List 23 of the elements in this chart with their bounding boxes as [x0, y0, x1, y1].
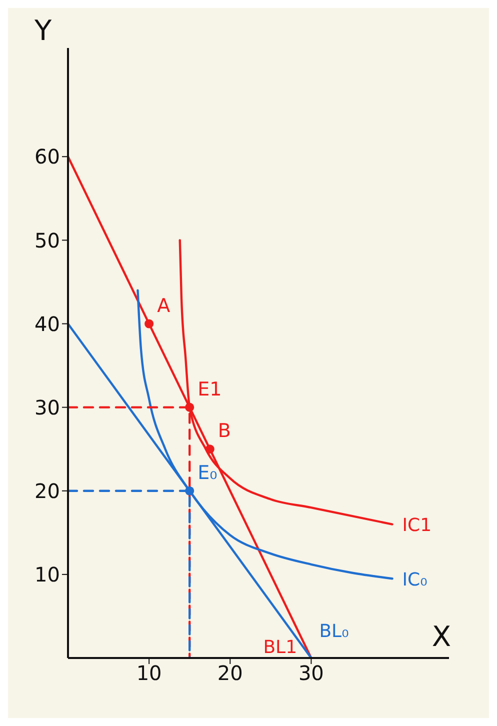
x-tick-label: 10: [136, 661, 162, 686]
y-tick-label: 60: [34, 144, 60, 169]
y-tick-label: 20: [34, 478, 60, 503]
annotation: E1: [198, 378, 222, 400]
annotation: E₀: [198, 462, 218, 484]
annotation: A: [157, 294, 170, 317]
point: [185, 486, 194, 496]
y-tick-label: 40: [34, 312, 60, 336]
x-tick-label: 20: [217, 661, 243, 686]
y-tick-label: 30: [34, 395, 60, 420]
annotation: B: [218, 420, 231, 442]
point: [205, 444, 214, 454]
x-tick-label: 30: [298, 661, 324, 686]
series-label: BL₀: [319, 620, 349, 642]
series-label: BL1: [263, 636, 298, 658]
series-label: IC1: [402, 515, 432, 536]
series-label: IC₀: [402, 570, 428, 591]
y-tick-label: 50: [34, 228, 60, 252]
y-axis-title: Y: [33, 14, 52, 47]
point: [144, 319, 154, 328]
y-tick-label: 10: [34, 562, 60, 587]
x-axis-title: X: [432, 620, 451, 653]
point: [185, 402, 194, 412]
